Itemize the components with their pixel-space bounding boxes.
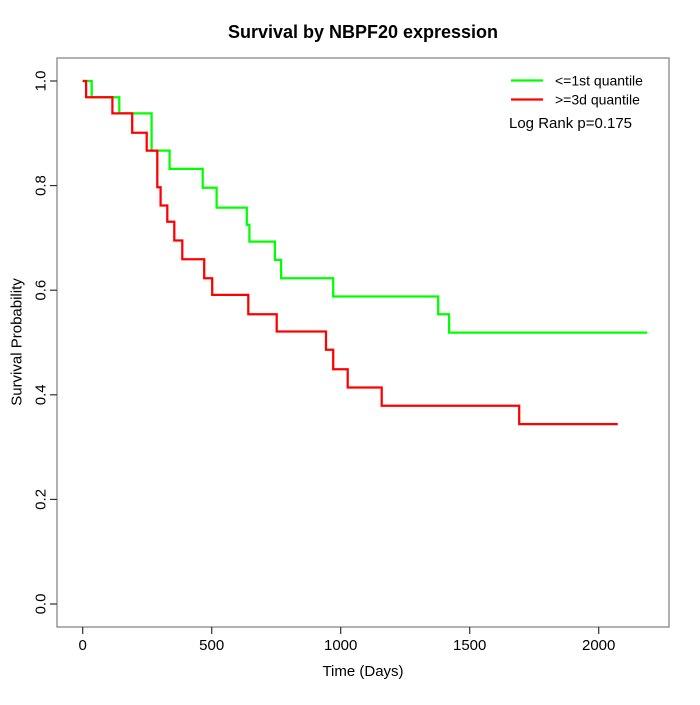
y-tick-label: 0.8: [32, 175, 49, 196]
log-rank-annotation: Log Rank p=0.175: [509, 115, 632, 132]
x-tick-label: 500: [199, 637, 224, 654]
y-tick-label: 0.4: [32, 384, 49, 405]
x-tick-label: 2000: [582, 637, 615, 654]
y-tick-label: 0.2: [32, 489, 49, 510]
survival-curve-first-quantile: [82, 79, 648, 334]
y-tick-label: 0.6: [32, 280, 49, 301]
x-axis-label: Time (Days): [322, 663, 403, 680]
plot-area-border: [56, 57, 670, 628]
x-tick-label: 1500: [453, 637, 486, 654]
x-tick-label: 1000: [324, 637, 357, 654]
survival-curves: [82, 79, 648, 426]
y-axis-label: Survival Probability: [8, 278, 25, 406]
x-axis-ticks: 0 500 1000 1500 2000: [79, 627, 615, 654]
legend-label-third-quantile: >=3d quantile: [555, 92, 640, 108]
y-tick-label: 1.0: [32, 71, 49, 92]
legend-label-first-quantile: <=1st quantile: [555, 73, 643, 89]
survival-curve-third-quantile: [82, 79, 618, 426]
legend: <=1st quantile >=3d quantile: [511, 73, 643, 108]
y-tick-label: 0.0: [32, 594, 49, 615]
y-axis-ticks: 0.0 0.2 0.4 0.6 0.8 1.0: [32, 71, 57, 615]
chart-title: Survival by NBPF20 expression: [228, 22, 498, 42]
x-tick-label: 0: [79, 637, 87, 654]
